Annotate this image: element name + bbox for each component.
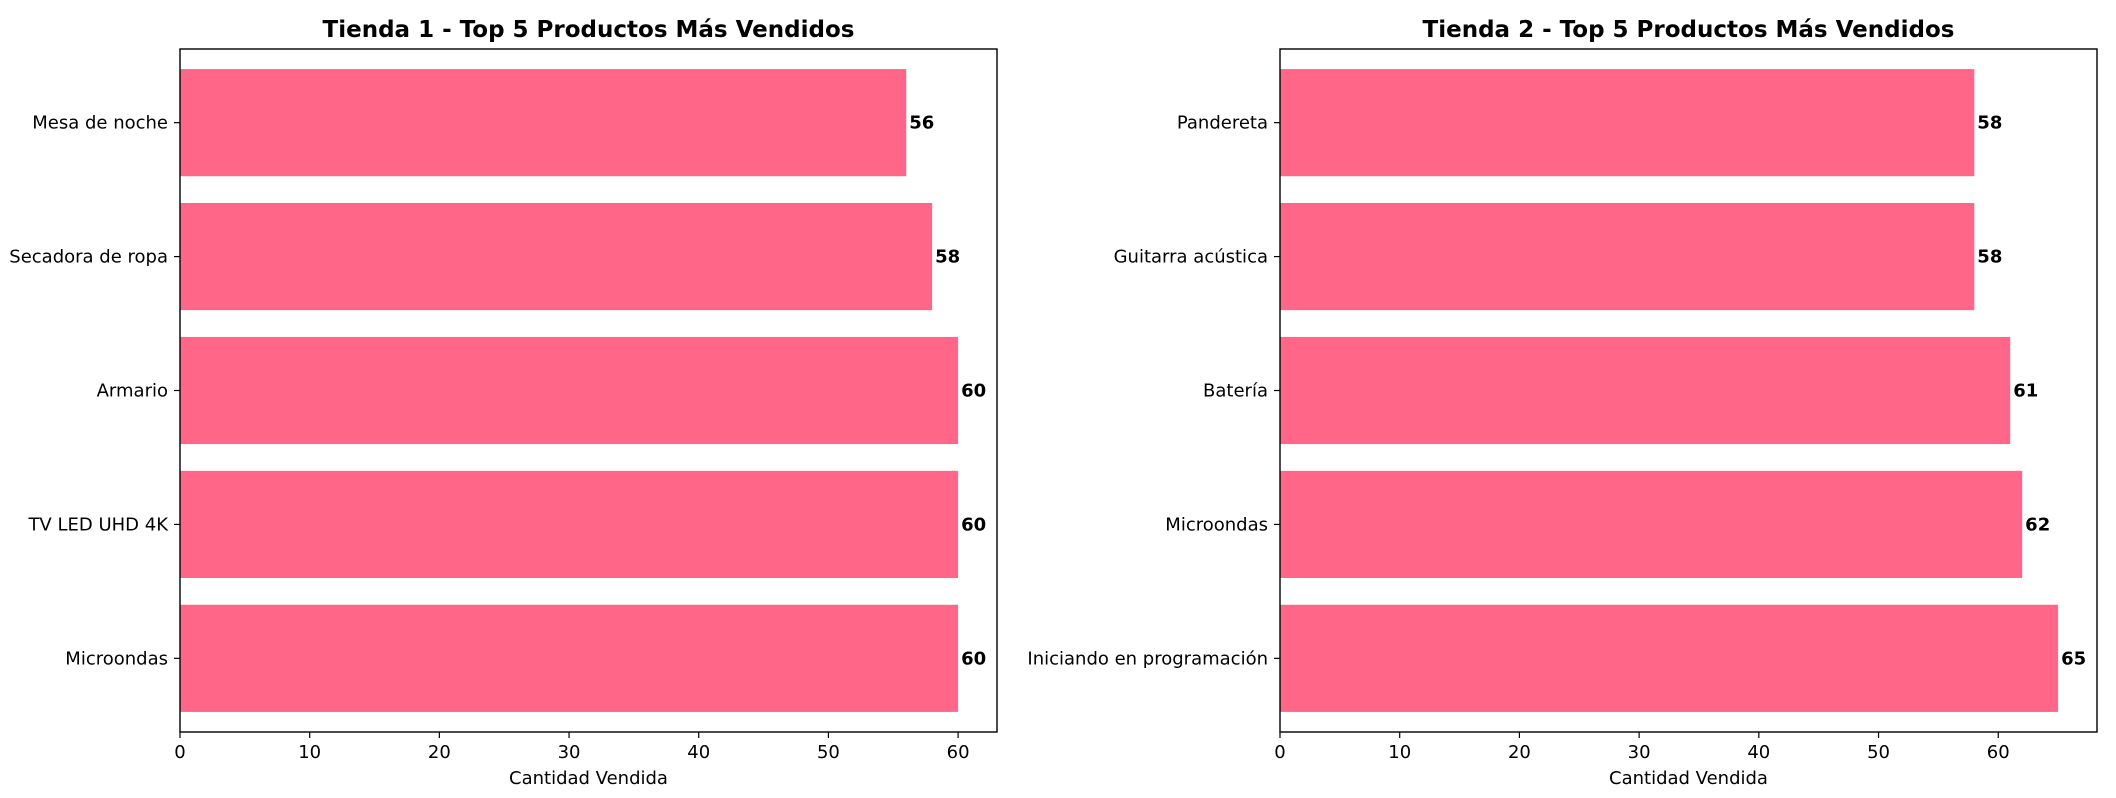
data-label: 60: [961, 514, 986, 535]
data-label: 60: [961, 648, 986, 669]
category-label: Armario: [97, 381, 168, 402]
data-label: 58: [1977, 113, 2002, 134]
data-label: 60: [961, 381, 986, 402]
category-label: Secadora de ropa: [9, 247, 168, 268]
bar: [1280, 604, 2059, 712]
bar: [180, 470, 959, 578]
category-label: Microondas: [1165, 514, 1268, 535]
category-label: Iniciando en programación: [1027, 648, 1268, 669]
category-label: Batería: [1203, 381, 1268, 402]
x-tick-label: 20: [428, 742, 451, 763]
chart-title: Tienda 2 - Top 5 Productos Más Vendidos: [1423, 17, 1955, 43]
bar: [180, 604, 959, 712]
data-label: 62: [2025, 514, 2050, 535]
bar: [1280, 336, 2011, 445]
plot-frame: [1279, 48, 2098, 733]
data-label: 58: [935, 247, 960, 268]
x-axis-label: Cantidad Vendida: [509, 768, 668, 789]
x-tick-label: 20: [1508, 742, 1531, 763]
plot-frame: [179, 48, 998, 733]
x-tick-label: 40: [1747, 742, 1770, 763]
bar: [1280, 470, 2023, 578]
x-tick-label: 60: [1987, 742, 2010, 763]
x-tick-label: 40: [687, 742, 710, 763]
bar: [180, 203, 933, 311]
category-label: Microondas: [65, 648, 168, 669]
bar: [1280, 69, 1975, 177]
category-label: TV LED UHD 4K: [27, 514, 169, 535]
bar: [180, 336, 959, 445]
x-tick-label: 10: [298, 742, 321, 763]
chart-tienda-1: Tienda 1 - Top 5 Productos Más Vendidos …: [9, 17, 998, 789]
x-tick-label: 10: [1388, 742, 1411, 763]
x-tick-label: 0: [1274, 742, 1285, 763]
data-label: 65: [2061, 648, 2086, 669]
chart-tienda-2: Tienda 2 - Top 5 Productos Más Vendidos …: [1027, 17, 2098, 789]
x-tick-label: 60: [947, 742, 970, 763]
x-axis-label: Cantidad Vendida: [1609, 768, 1768, 789]
x-tick-label: 30: [558, 742, 581, 763]
x-tick-label: 0: [174, 742, 185, 763]
x-tick-label: 50: [1867, 742, 1890, 763]
category-label: Pandereta: [1177, 113, 1268, 134]
chart-title: Tienda 1 - Top 5 Productos Más Vendidos: [323, 17, 855, 43]
data-label: 56: [909, 113, 934, 134]
bar: [180, 69, 907, 177]
data-label: 58: [1977, 247, 2002, 268]
bar: [1280, 203, 1975, 311]
data-label: 61: [2013, 381, 2038, 402]
x-tick-label: 30: [1628, 742, 1651, 763]
category-label: Mesa de noche: [32, 113, 168, 134]
category-label: Guitarra acústica: [1114, 247, 1268, 268]
x-tick-label: 50: [817, 742, 840, 763]
